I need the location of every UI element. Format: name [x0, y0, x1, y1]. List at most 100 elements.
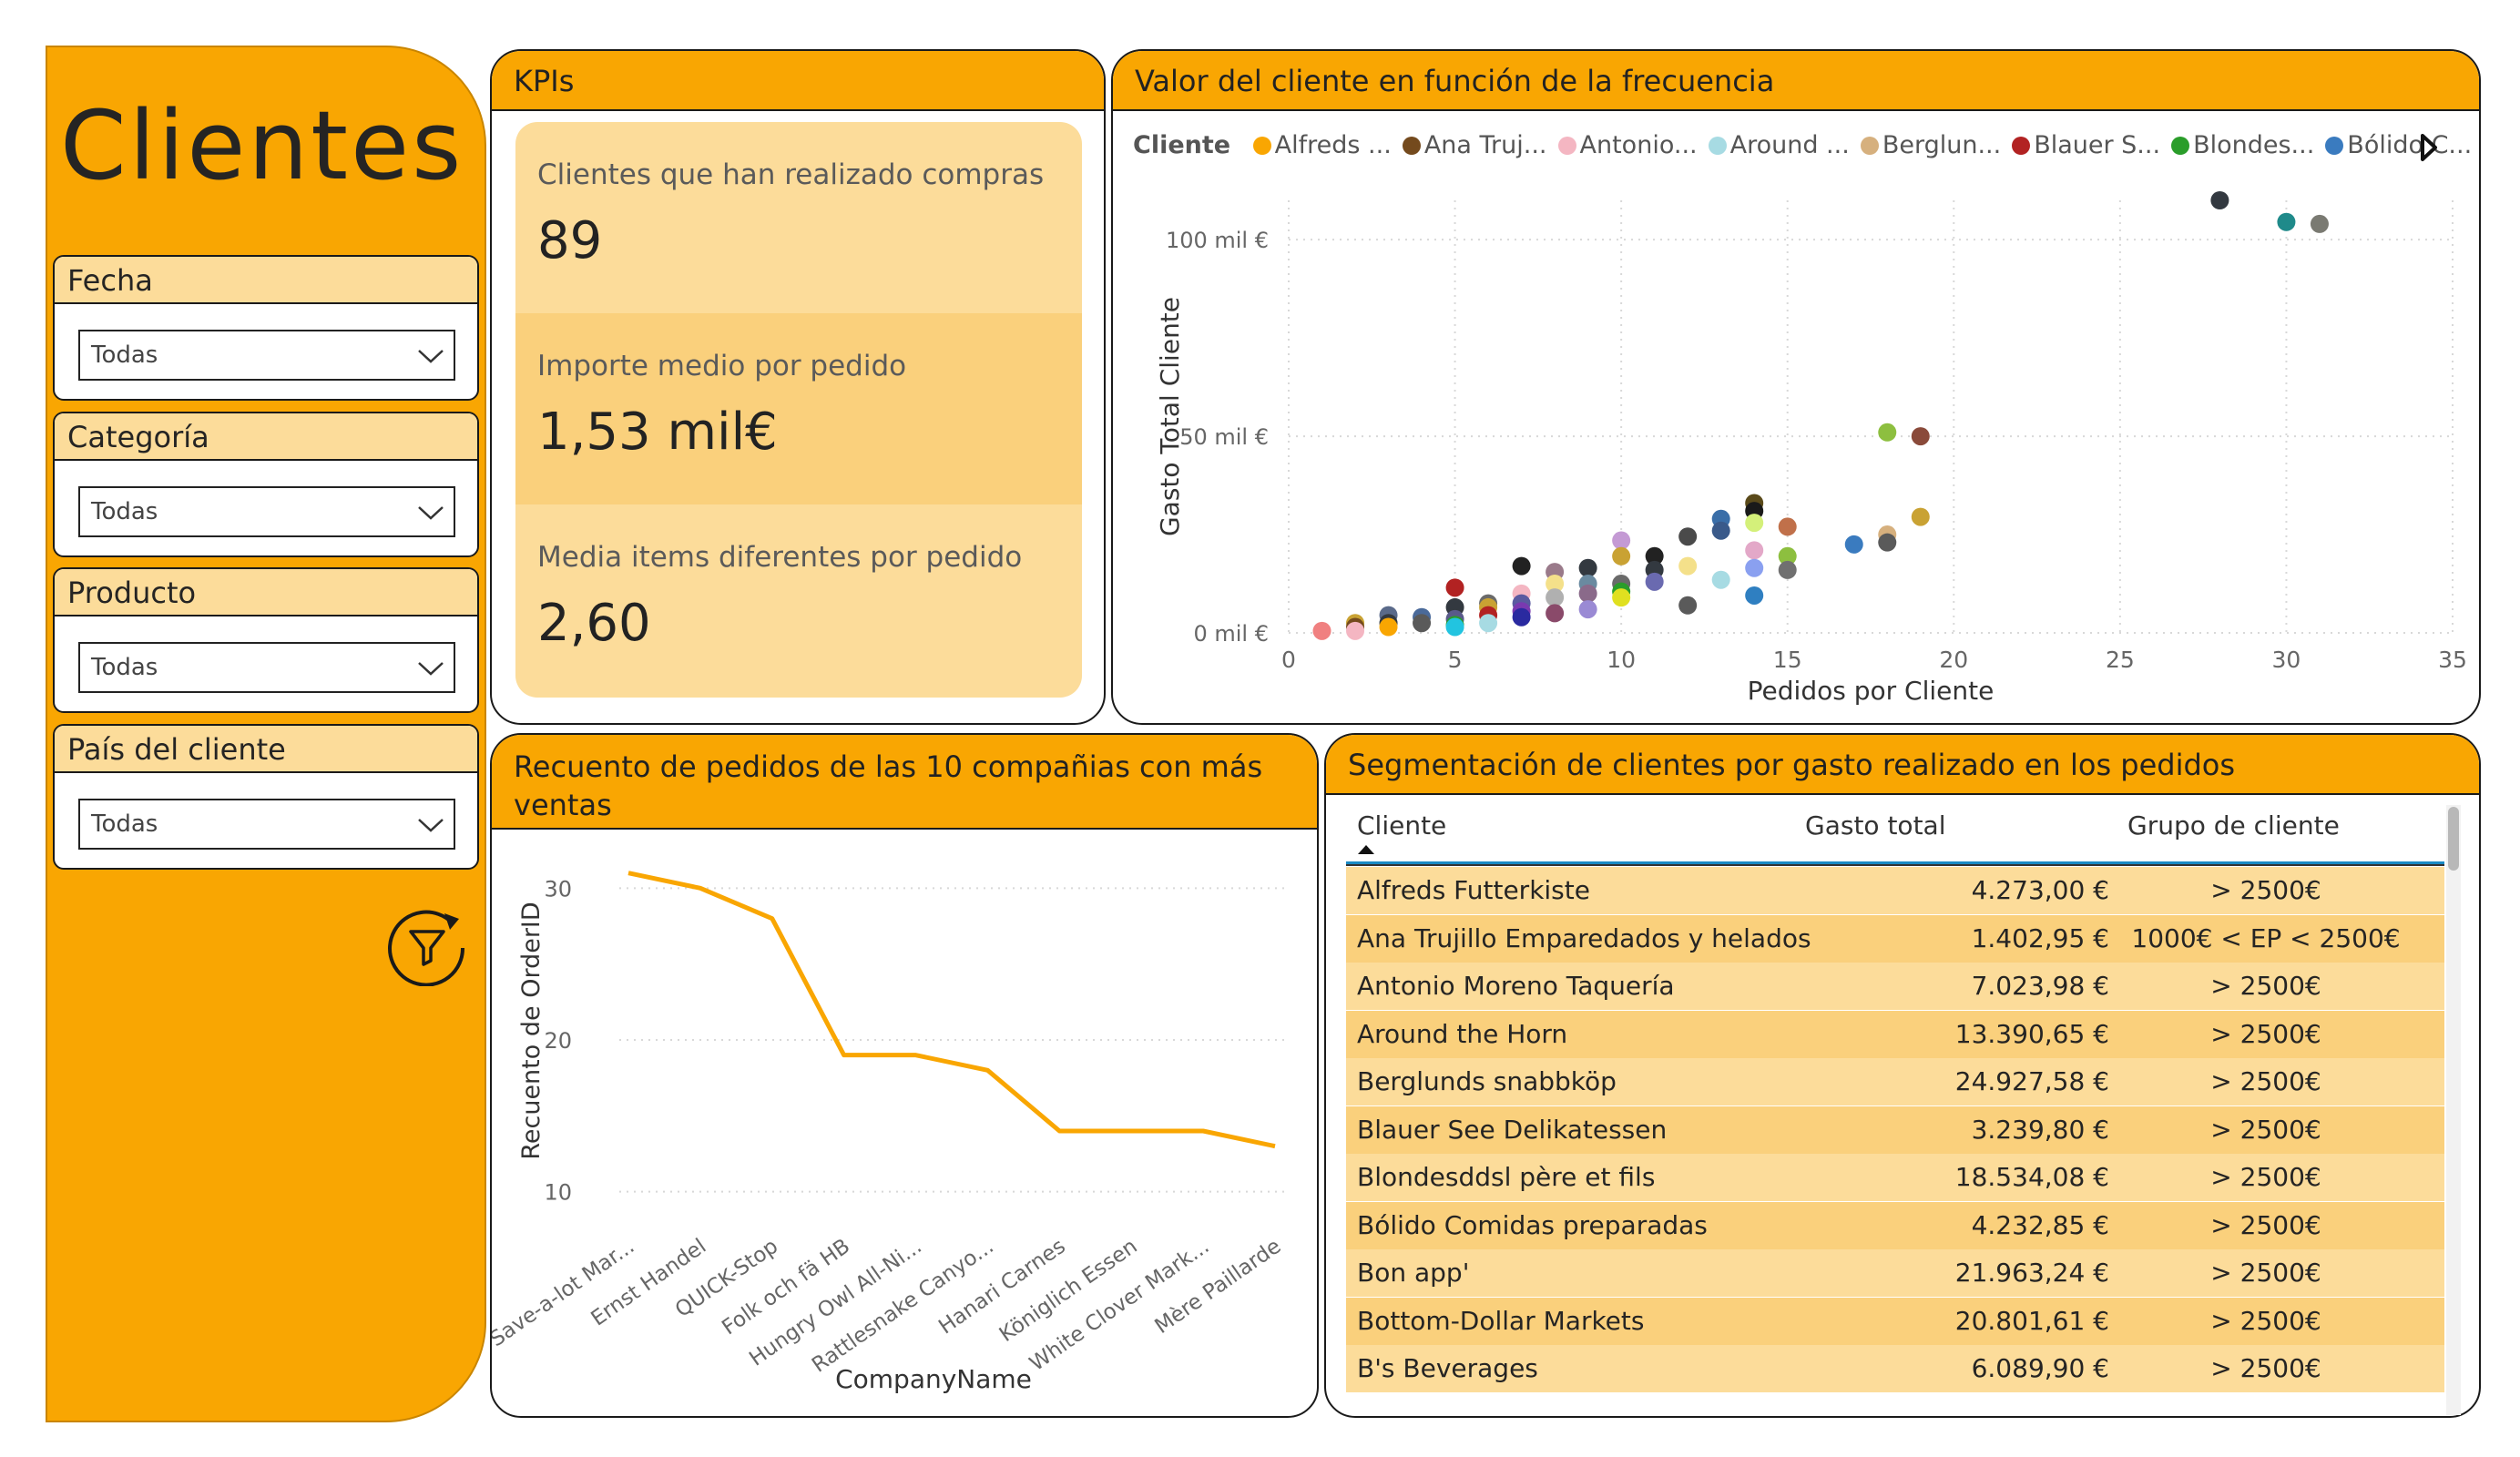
cell-cliente: Blauer See Delikatessen [1357, 1114, 1668, 1145]
cell-grupo: > 2500€ [2210, 1209, 2321, 1240]
scatter-point [1445, 617, 1464, 637]
cell-gasto: 7.023,98 € [1971, 971, 2109, 1001]
scatter-point [1546, 604, 1565, 623]
scatter-point [1312, 621, 1331, 640]
column-header-cliente[interactable]: Cliente [1357, 810, 1447, 841]
cell-gasto: 4.273,00 € [1971, 875, 2109, 905]
scatter-point [2310, 214, 2329, 233]
legend-item[interactable]: Bólido C... [2325, 131, 2472, 159]
y-tick-label: 20 [544, 1028, 572, 1054]
y-tick-label: 10 [544, 1180, 572, 1206]
scatter-point [1612, 546, 1631, 565]
slicer-pais-label: País del cliente [55, 726, 477, 773]
legend-label: Bólido C... [2347, 131, 2473, 159]
column-header-grupo[interactable]: Grupo de cliente [2127, 810, 2340, 841]
cell-cliente: Blondesddsl père et fils [1357, 1162, 1656, 1192]
cell-grupo: > 2500€ [2210, 1114, 2321, 1145]
legend-label: Blauer S... [2034, 131, 2161, 159]
scatter-panel-title: Valor del cliente en función de la frecu… [1113, 51, 2479, 111]
table-row[interactable]: Around the Horn 13.390,65 € > 2500€ [1346, 1010, 2444, 1058]
legend-next-icon[interactable] [2419, 133, 2439, 162]
slicer-categoria-dropdown[interactable]: Todas [78, 486, 455, 537]
cell-gasto: 24.927,58 € [1954, 1066, 2109, 1096]
kpi-label: Clientes que han realizado compras [537, 158, 1045, 191]
scatter-point [1678, 556, 1698, 576]
cell-cliente: Around the Horn [1357, 1018, 1568, 1049]
kpi-value: 2,60 [537, 594, 651, 653]
legend-items: Alfreds ... Ana Truj... Antonio... Around .… [1252, 131, 2484, 159]
cell-cliente: Berglunds snabbköp [1357, 1066, 1617, 1096]
cell-gasto: 18.534,08 € [1954, 1162, 2109, 1192]
cell-grupo: > 2500€ [2210, 1018, 2321, 1049]
legend-item[interactable]: Blauer S... [2012, 131, 2160, 159]
legend-marker [1708, 137, 1727, 155]
scatter-point [1578, 600, 1597, 619]
legend-item[interactable]: Alfreds ... [1252, 131, 1392, 159]
line-series [627, 871, 1276, 1149]
cell-grupo: 1000€ < EP < 2500€ [2131, 922, 2401, 953]
table-row[interactable]: Blauer See Delikatessen 3.239,80 € > 2500€ [1346, 1105, 2444, 1154]
kpi-label: Media items diferentes por pedido [537, 541, 1023, 574]
slicer-fecha-dropdown[interactable]: Todas [78, 330, 455, 381]
reset-filters-icon[interactable] [386, 904, 468, 986]
y-tick-label: 100 mil € [1166, 228, 1269, 253]
legend-item[interactable]: Ana Truj... [1402, 131, 1547, 159]
cell-grupo: > 2500€ [2210, 1353, 2321, 1383]
kpi-card-items: Media items diferentes por pedido 2,60 [515, 504, 1082, 696]
scatter-point [1479, 614, 1498, 633]
table-row[interactable]: Ana Trujillo Emparedados y helados 1.402,… [1346, 914, 2444, 963]
legend-item[interactable]: Around ... [1708, 131, 1850, 159]
slicer-pais-dropdown[interactable]: Todas [78, 799, 455, 850]
table-row[interactable]: Bólido Comidas preparadas 4.232,85 € > 250… [1346, 1201, 2444, 1249]
scatter-point [1546, 575, 1565, 594]
table-row[interactable]: B's Beverages 6.089,90 € > 2500€ [1346, 1345, 2444, 1392]
cell-cliente: Alfreds Futterkiste [1357, 875, 1590, 905]
scatter-point [2277, 212, 2296, 231]
chevron-down-icon [418, 506, 444, 520]
legend-marker [2012, 137, 2031, 155]
cell-cliente: Bólido Comidas preparadas [1357, 1209, 1708, 1240]
legend-marker [1557, 137, 1576, 155]
table-row[interactable]: Alfreds Futterkiste 4.273,00 € > 2500€ [1346, 867, 2444, 914]
y-axis-title: Recuento de OrderID [517, 902, 546, 1159]
chevron-down-icon [418, 350, 444, 363]
scatter-point [1413, 614, 1432, 633]
scatter-point [2210, 191, 2229, 209]
slicer-producto: Producto Todas [53, 567, 479, 713]
chevron-down-icon [418, 662, 444, 676]
scrollbar-thumb[interactable] [2448, 807, 2459, 871]
scatter-point [1612, 588, 1631, 607]
scatter-point [1678, 596, 1698, 615]
cell-gasto: 4.232,85 € [1971, 1209, 2109, 1240]
slicer-producto-dropdown[interactable]: Todas [78, 642, 455, 693]
scatter-point [1645, 572, 1664, 591]
table-row[interactable]: Blondesddsl père et fils 18.534,08 € > 250… [1346, 1154, 2444, 1201]
legend-label: Around ... [1729, 131, 1850, 159]
scatter-point [1512, 607, 1531, 627]
sort-ascending-icon[interactable] [1357, 844, 1375, 855]
table-scrollbar[interactable] [2446, 805, 2461, 1415]
column-header-gasto[interactable]: Gasto total [1805, 810, 1946, 841]
cell-grupo: > 2500€ [2210, 875, 2321, 905]
table-row[interactable]: Antonio Moreno Taquería 7.023,98 € > 2500€ [1346, 963, 2444, 1010]
legend-label: Berglun... [1882, 131, 2002, 159]
legend-item[interactable]: Berglun... [1860, 131, 2002, 159]
y-axis-title: Gasto Total Cliente [1155, 297, 1185, 536]
x-tick-label: 30 [2272, 647, 2301, 673]
scatter-point [1878, 533, 1897, 552]
line-chart-title: Recuento de pedidos de las 10 compañias … [492, 735, 1317, 830]
table-row[interactable]: Bottom-Dollar Markets 20.801,61 € > 2500€ [1346, 1297, 2444, 1345]
cell-grupo: > 2500€ [2210, 1258, 2321, 1288]
scatter-point [1445, 578, 1464, 597]
table-row[interactable]: Bon app' 21.963,24 € > 2500€ [1346, 1249, 2444, 1297]
cell-cliente: B's Beverages [1357, 1353, 1538, 1383]
table-row[interactable]: Berglunds snabbköp 24.927,58 € > 2500€ [1346, 1058, 2444, 1105]
scatter-point [1379, 617, 1398, 637]
y-tick-label: 30 [544, 876, 572, 902]
scatter-chart: 0 5 10 15 20 25 30 35 0 mil € 50 mil € 100 mil € Pe… [1155, 191, 2467, 706]
legend-item[interactable]: Antonio... [1557, 131, 1698, 159]
x-tick-label: 15 [1773, 647, 1802, 673]
legend-item[interactable]: Blondes... [2171, 131, 2314, 159]
legend-label: Blondes... [2193, 131, 2315, 159]
cell-gasto: 1.402,95 € [1971, 922, 2109, 953]
